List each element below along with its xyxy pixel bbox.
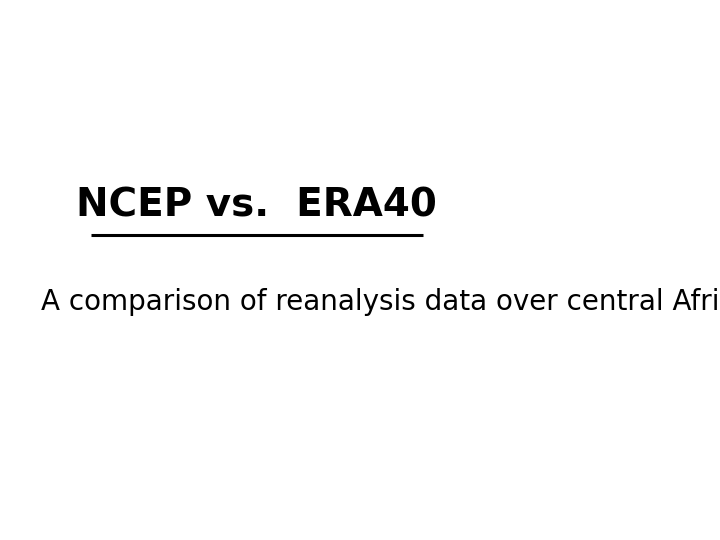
Text: NCEP vs.  ERA40: NCEP vs. ERA40 [76, 186, 437, 224]
Text: A comparison of reanalysis data over central Africa.: A comparison of reanalysis data over cen… [41, 288, 720, 316]
